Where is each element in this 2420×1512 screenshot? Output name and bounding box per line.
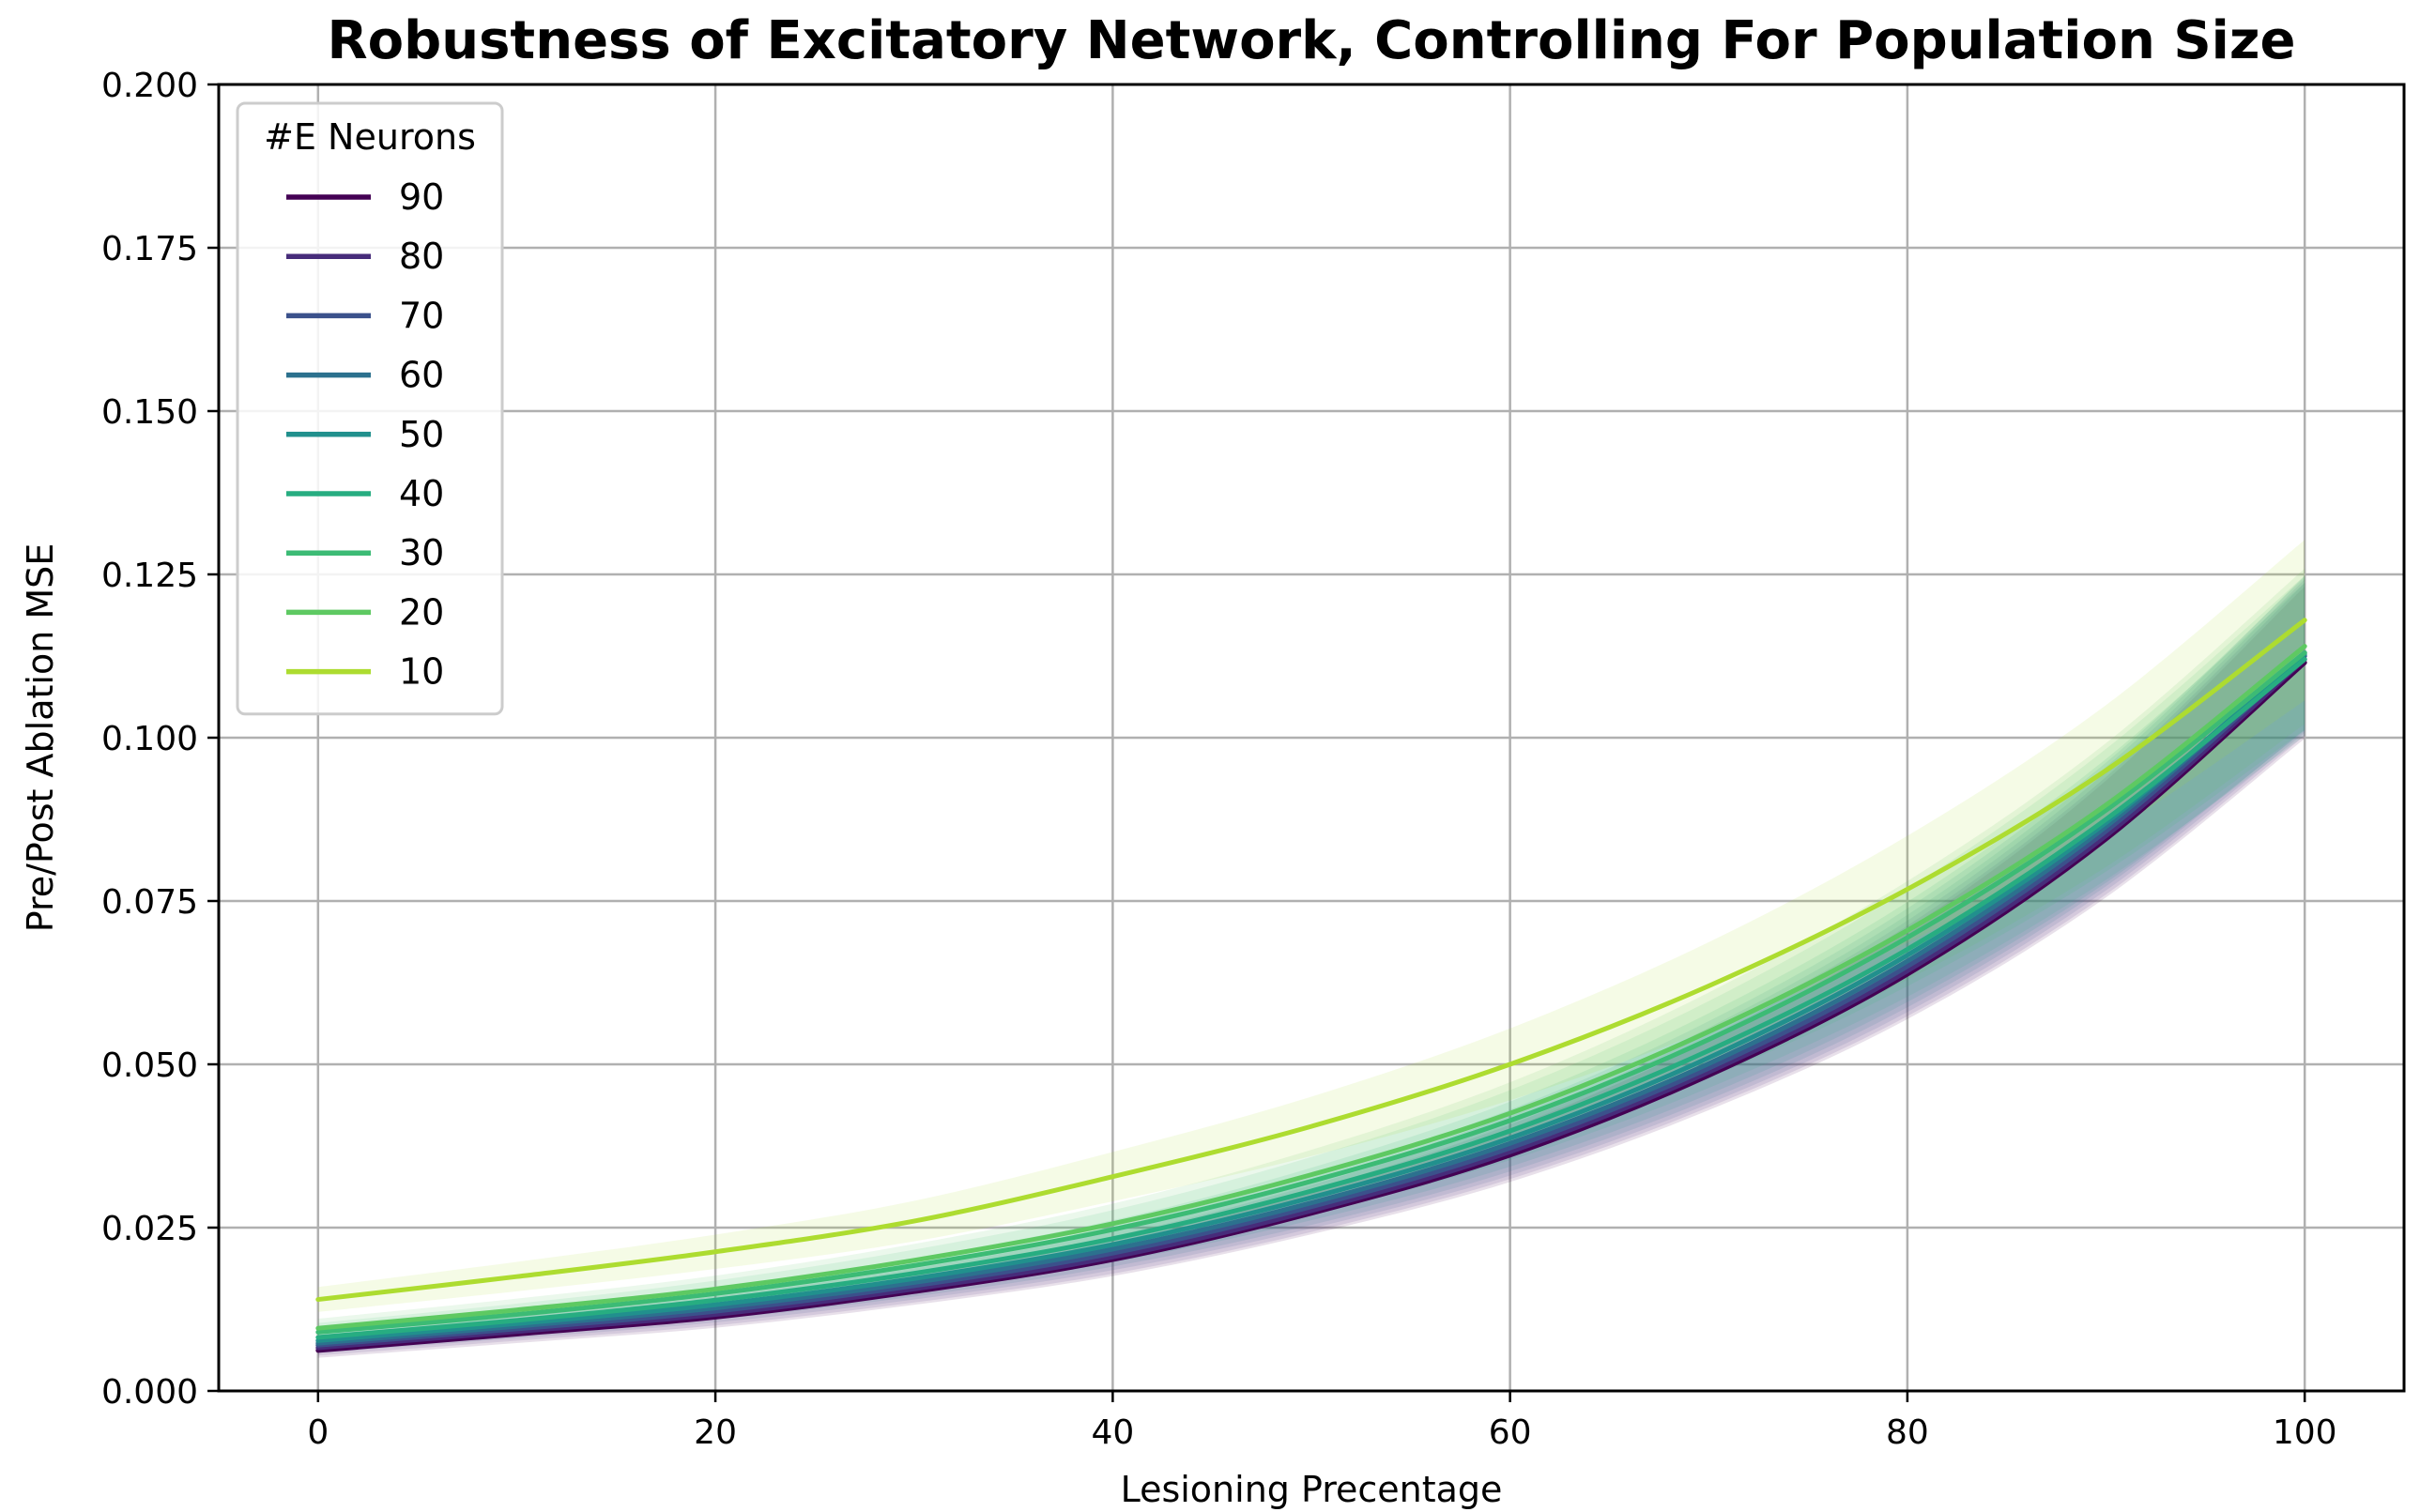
line-series-80	[315, 656, 2307, 1351]
line-series-30	[315, 650, 2307, 1335]
y-axis-label: Pre/Post Ablation MSE	[20, 543, 61, 933]
y-tick-label: 0.150	[101, 393, 198, 432]
legend-label-60: 60	[399, 355, 444, 396]
x-tick-label: 20	[694, 1413, 737, 1452]
line-series-60	[315, 650, 2307, 1346]
x-tick-label: 100	[2273, 1413, 2337, 1452]
legend: #E Neurons 90 80 70 60 50 40 30 20 10	[236, 101, 504, 716]
x-tick-label: 80	[1886, 1413, 1929, 1452]
x-tick-label: 0	[307, 1413, 329, 1452]
legend-label-80: 80	[399, 236, 444, 277]
y-tick-label: 0.025	[101, 1210, 198, 1248]
y-tick-label: 0.175	[101, 230, 198, 268]
y-tick-label: 0.100	[101, 720, 198, 758]
line-series-90	[315, 660, 2307, 1353]
line-series-40	[315, 656, 2307, 1340]
legend-label-70: 70	[399, 295, 444, 336]
legend-title: #E Neurons	[264, 116, 476, 158]
legend-label-40: 40	[399, 473, 444, 514]
axis-ticks: 0 20 40 60 80 100 0.000 0.025 0.050 0.075 0.100 0.1…	[101, 67, 2337, 1452]
legend-label-90: 90	[399, 176, 444, 218]
x-tick-label: 60	[1489, 1413, 1532, 1452]
chart-title: Robustness of Excitatory Network, Contro…	[328, 10, 2296, 71]
line-series-20	[315, 644, 2307, 1331]
x-axis-label: Lesioning Precentage	[1121, 1469, 1503, 1510]
line-series-70	[315, 653, 2307, 1348]
x-tick-label: 40	[1091, 1413, 1134, 1452]
y-tick-label: 0.000	[101, 1373, 198, 1412]
legend-label-30: 30	[399, 532, 444, 573]
y-tick-label: 0.200	[101, 67, 198, 105]
line-series-10	[315, 618, 2307, 1303]
legend-label-20: 20	[399, 591, 444, 633]
y-tick-label: 0.050	[101, 1046, 198, 1085]
legend-label-50: 50	[399, 414, 444, 455]
legend-label-10: 10	[399, 651, 444, 693]
band-series-10	[317, 540, 2305, 1312]
y-tick-label: 0.075	[101, 883, 198, 922]
y-tick-label: 0.125	[101, 557, 198, 595]
line-series-50	[315, 651, 2307, 1343]
series-lines	[315, 618, 2307, 1353]
